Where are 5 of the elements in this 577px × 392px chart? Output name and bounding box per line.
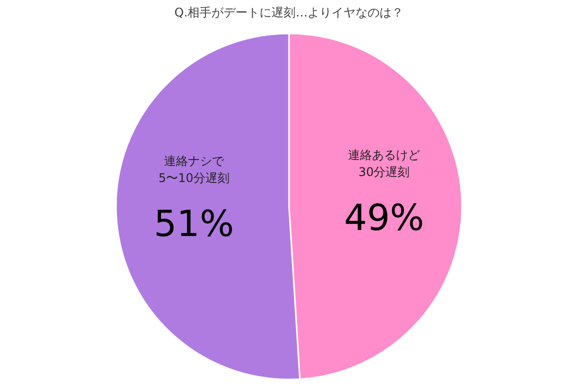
data-label: 49% <box>344 198 424 240</box>
data-label: 51% <box>154 204 234 245</box>
chart-title: Q.相手がデートに遅刻…よりイヤなのは？ <box>174 6 404 20</box>
slice-label: 連絡ナシで 5〜10分遅刻 <box>158 154 230 185</box>
slice-label: 連絡あるけど 30分遅刻 <box>348 148 420 179</box>
